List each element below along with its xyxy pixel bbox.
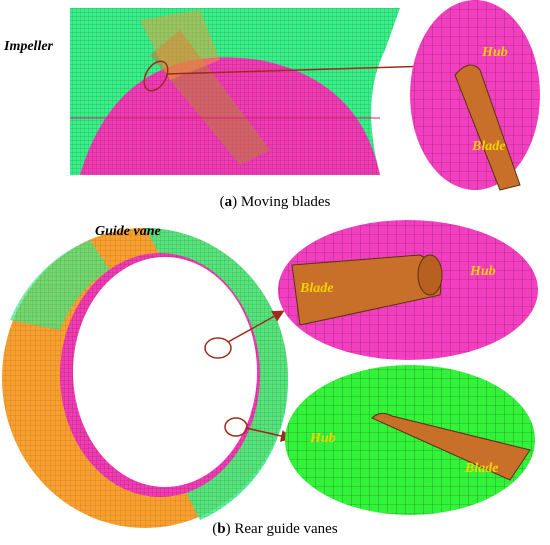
guide-vane-ring xyxy=(2,228,289,528)
zoom-label: Hub xyxy=(309,431,336,446)
zoom-arrow xyxy=(165,60,435,75)
caption: (a) Moving blades xyxy=(220,194,331,210)
zoom-label: Blade xyxy=(471,139,505,154)
zoom-label: Hub xyxy=(469,264,496,279)
caption: (b) Rear guide vanes xyxy=(212,521,338,537)
caption-part: ) Rear guide vanes xyxy=(226,521,338,537)
caption-letter: a xyxy=(225,194,233,210)
zoom-label: Hub xyxy=(481,45,508,60)
impeller-mesh xyxy=(70,8,400,175)
caption-letter: b xyxy=(217,521,225,537)
caption-part: ( xyxy=(212,521,217,537)
zoom-arrow xyxy=(227,310,285,343)
zoom-arrow xyxy=(245,427,293,442)
panel-label: Guide vane xyxy=(95,224,161,239)
zoom-view xyxy=(278,220,538,360)
zoom-view xyxy=(285,365,535,515)
caption-part: ) Moving blades xyxy=(232,194,330,210)
zoom-label: Blade xyxy=(299,281,333,296)
zoom-view xyxy=(410,0,540,191)
zoom-label: Blade xyxy=(464,461,498,476)
panel-label: Impeller xyxy=(3,39,54,54)
caption-part: ( xyxy=(220,194,225,210)
